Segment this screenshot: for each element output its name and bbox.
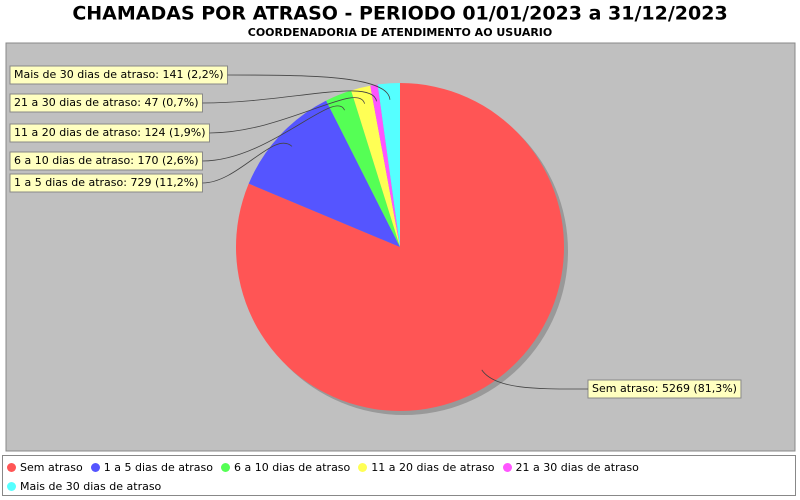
leader-line <box>202 90 377 104</box>
legend-label: Sem atraso <box>20 461 83 474</box>
legend: Sem atraso 1 a 5 dias de atraso 6 a 10 dia… <box>2 455 796 496</box>
leader-line <box>227 74 391 100</box>
legend-item: Sem atraso <box>7 458 83 477</box>
legend-label: 1 a 5 dias de atraso <box>103 461 214 474</box>
legend-swatch <box>502 463 512 472</box>
slice-label: Mais de 30 dias de atraso: 141 (2,2%) <box>14 68 224 81</box>
legend-label: 21 a 30 dias de atraso <box>515 461 639 474</box>
slice-label: 1 a 5 dias de atraso: 729 (11,2%) <box>14 176 198 189</box>
leader-line <box>202 142 293 184</box>
legend-item: 21 a 30 dias de atraso <box>502 458 639 477</box>
chart-subtitle: COORDENADORIA DE ATENDIMENTO AO USUARIO <box>248 26 553 39</box>
legend-swatch <box>7 482 16 491</box>
leader-line <box>481 369 589 390</box>
pie-slice <box>351 85 400 248</box>
pie-slice <box>326 90 400 247</box>
slice-label: 11 a 20 dias de atraso: 124 (1,9%) <box>14 126 205 139</box>
pie-slice <box>377 83 400 247</box>
slice-label: 21 a 30 dias de atraso: 47 (0,7%) <box>14 96 198 109</box>
chart-title: CHAMADAS POR ATRASO - PERIODO 01/01/2023… <box>72 3 727 25</box>
chart: CHAMADAS POR ATRASO - PERIODO 01/01/2023… <box>5 3 796 452</box>
pie-slice <box>248 100 400 248</box>
slice-label: 6 a 10 dias de atraso: 170 (2,6%) <box>14 154 198 167</box>
legend-swatch <box>7 463 16 472</box>
legend-label: Mais de 30 dias de atraso <box>20 480 162 493</box>
leader-line <box>209 97 365 134</box>
legend-item: 6 a 10 dias de atraso <box>221 458 350 477</box>
legend-label: 6 a 10 dias de atraso <box>234 461 351 474</box>
legend-swatch <box>90 463 100 472</box>
slice-label: Sem atraso: 5269 (81,3%) <box>592 382 737 395</box>
legend-item: Mais de 30 dias de atraso <box>7 477 161 496</box>
legend-swatch <box>221 463 231 472</box>
legend-swatch <box>358 463 368 472</box>
legend-item: 11 a 20 dias de atraso <box>358 458 495 477</box>
legend-item: 1 a 5 dias de atraso <box>90 458 214 477</box>
leader-line <box>202 105 345 162</box>
pie-slice <box>370 84 400 247</box>
legend-label: 11 a 20 dias de atraso <box>371 461 495 474</box>
